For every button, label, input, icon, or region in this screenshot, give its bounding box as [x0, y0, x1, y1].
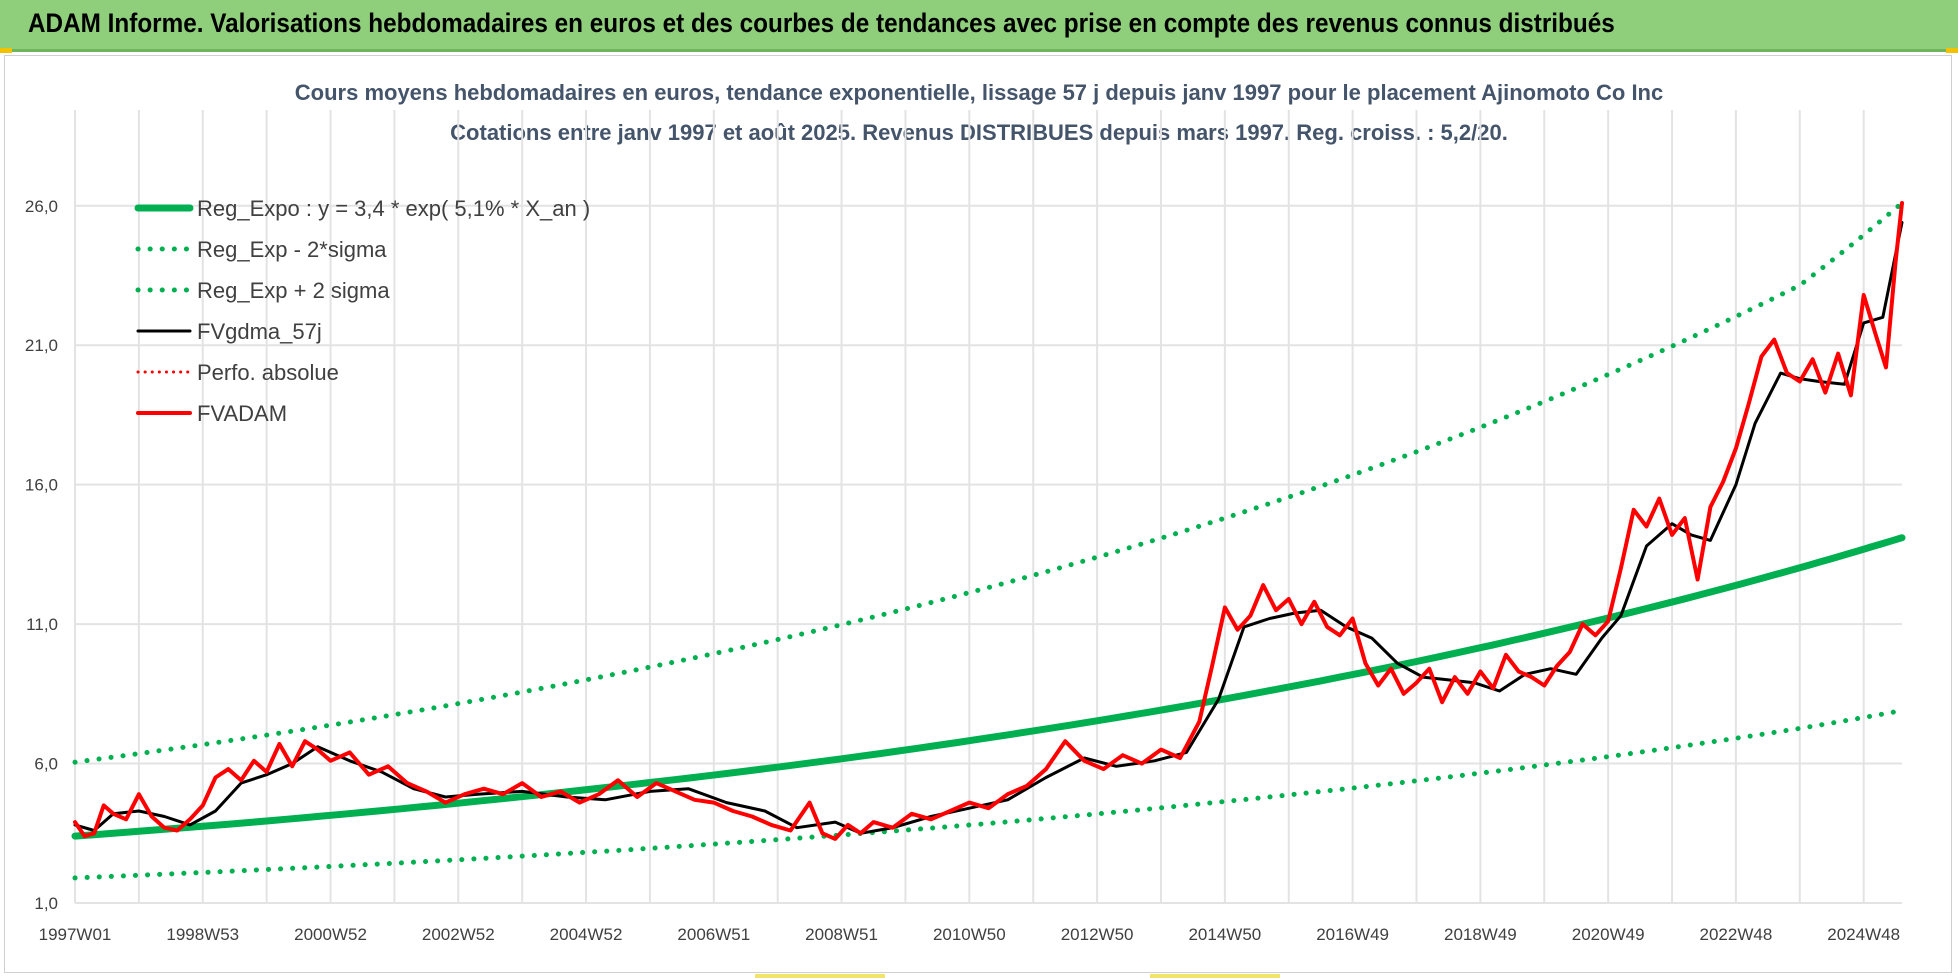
header-title: ADAM Informe. Valorisations hebdomadaire…	[28, 8, 1615, 38]
x-tick-label: 2012W50	[1061, 925, 1134, 944]
y-tick-label: 16,0	[25, 476, 58, 495]
x-tick-label: 2006W51	[677, 925, 750, 944]
grid-layer	[74, 110, 1902, 904]
x-tick-label: 2014W50	[1188, 925, 1261, 944]
bottom-accent-2	[1150, 974, 1280, 978]
corner-accent-left	[0, 48, 12, 53]
x-tick-label: 2000W52	[294, 925, 367, 944]
chart-frame	[4, 55, 1952, 973]
series-line-2	[72, 200, 1905, 765]
x-tick-label: 2016W49	[1316, 925, 1389, 944]
legend-label: FVgdma_57j	[197, 319, 322, 344]
series-line-5	[73, 201, 1904, 841]
y-tick-label: 21,0	[25, 336, 58, 355]
x-tick-label: 2018W49	[1444, 925, 1517, 944]
legend-label: Reg_Expo : y = 3,4 * exp( 5,1% * X_an )	[197, 196, 590, 221]
bottom-accent-1	[755, 974, 885, 978]
x-tick-label: 2010W50	[933, 925, 1006, 944]
series-layer	[71, 200, 1906, 881]
x-tick-label: 2004W52	[550, 925, 623, 944]
tick-layer: 1,0 6,0 11,0 16,0 21,0 26,0 1997W01 1998W53 2000…	[25, 197, 1900, 944]
y-tick-label: 6,0	[34, 755, 58, 774]
corner-accent-right	[1946, 48, 1958, 53]
series-line-0	[71, 534, 1906, 840]
legend-label: Reg_Exp - 2*sigma	[197, 237, 387, 262]
y-tick-label: 1,0	[34, 894, 58, 913]
header-bar: ADAM Informe. Valorisations hebdomadaire…	[0, 0, 1958, 52]
legend-label: FVADAM	[197, 401, 287, 426]
y-tick-label: 26,0	[25, 197, 58, 216]
x-tick-label: 1997W01	[39, 925, 112, 944]
y-tick-label: 11,0	[26, 615, 58, 634]
chart-subtitle: Cotations entre janv 1997 et août 2025. …	[450, 120, 1508, 145]
chart-title: Cours moyens hebdomadaires en euros, ten…	[294, 80, 1664, 105]
legend-label: Reg_Exp + 2 sigma	[197, 278, 390, 303]
x-tick-label: 2008W51	[805, 925, 878, 944]
x-tick-label: 2002W52	[422, 925, 495, 944]
x-tick-label: 2024W48	[1827, 925, 1900, 944]
x-tick-label: 2020W49	[1572, 925, 1645, 944]
legend-label: Perfo. absolue	[197, 360, 339, 385]
x-tick-label: 2022W48	[1700, 925, 1773, 944]
legend: Reg_Expo : y = 3,4 * exp( 5,1% * X_an ) R…	[134, 196, 590, 426]
x-tick-label: 1998W53	[166, 925, 239, 944]
